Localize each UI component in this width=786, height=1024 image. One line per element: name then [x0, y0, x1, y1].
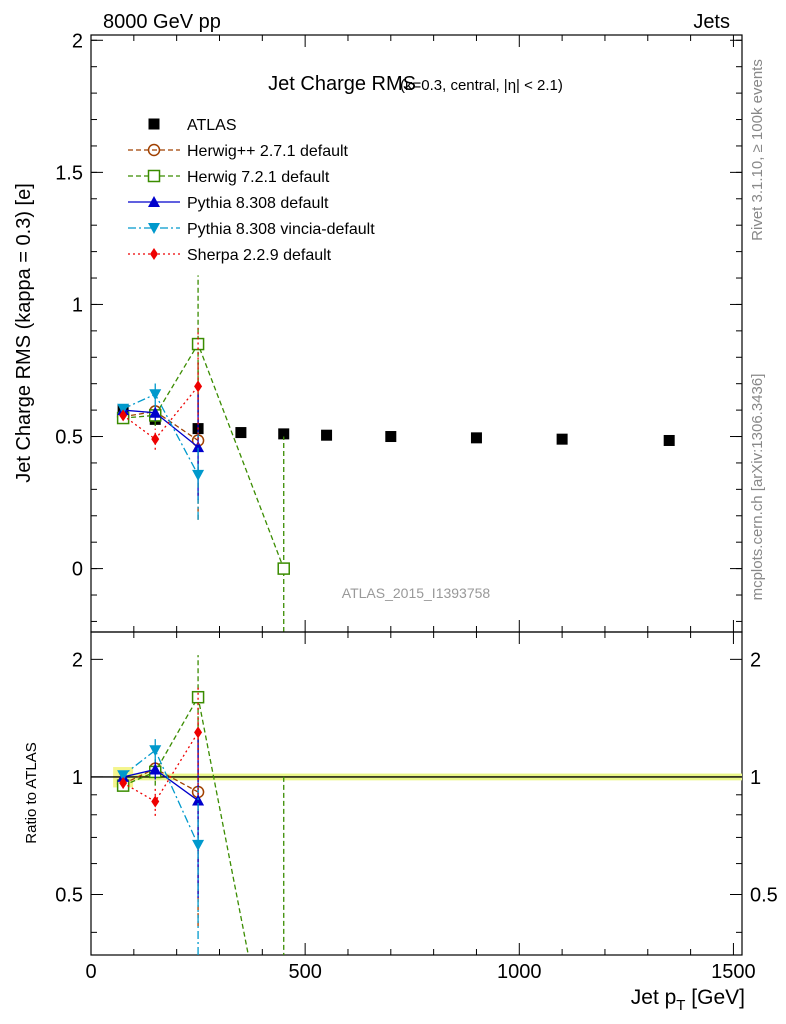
- y-tick-label: 0.5: [55, 427, 83, 449]
- legend-entry: Pythia 8.308 vincia-default: [187, 221, 375, 238]
- ratio-data-point: [194, 726, 203, 739]
- legend-entry: Sherpa 2.2.9 default: [187, 247, 332, 264]
- series-atlas: [117, 404, 675, 446]
- data-point: [151, 433, 160, 446]
- legend-entry: ATLAS: [187, 117, 237, 134]
- legend-entry: Pythia 8.308 default: [187, 195, 329, 212]
- data-point: [149, 389, 162, 401]
- legend-marker: [148, 196, 160, 207]
- x-tick-label: 1000: [497, 961, 542, 983]
- ratio-data-point: [119, 776, 128, 789]
- ratio-series-line: [122, 749, 199, 846]
- ratio-y-axis-label: Ratio to ATLAS: [23, 742, 40, 843]
- chart-title: Jet Charge RMS: [268, 73, 416, 95]
- ratio-data-point: [117, 770, 130, 782]
- ratio-y-tick-label: 2: [72, 649, 83, 671]
- legend-marker: [148, 223, 160, 234]
- ratio-data-point: [149, 763, 162, 775]
- legend-marker: [147, 169, 161, 183]
- ratio-y-tick-label: 1: [72, 767, 83, 789]
- y-tick-label: 1.5: [55, 162, 83, 184]
- analysis-label: ATLAS_2015_I1393758: [342, 585, 491, 601]
- series-pythia-8-308-vincia-default: [117, 381, 205, 520]
- series-sherpa-2-2-9-default: [119, 328, 203, 450]
- series-pythia-8-308-default: [117, 394, 205, 500]
- x-tick-label: 1500: [711, 961, 756, 983]
- ratio-data-point: [192, 839, 205, 851]
- source-label: mcplots.cern.ch [arXiv:1306.3436]: [749, 374, 766, 601]
- data-point: [470, 432, 482, 444]
- data-point: [321, 429, 333, 441]
- data-point: [194, 380, 203, 393]
- y-tick-label: 0: [72, 559, 83, 581]
- series-line: [122, 385, 199, 441]
- legend-entry: Herwig 7.2.1 default: [187, 169, 330, 186]
- ratio-y-tick-label-right: 1: [750, 767, 761, 789]
- data-point: [385, 431, 397, 443]
- legend-marker: [150, 248, 158, 260]
- ratio-series-sherpa-2-2-9-default: [119, 686, 203, 816]
- series-line: [123, 342, 285, 569]
- data-point: [278, 428, 290, 440]
- ratio-series-line: [122, 732, 199, 803]
- data-point: [235, 427, 247, 439]
- x-tick-label: 500: [288, 961, 321, 983]
- rivet-label: Rivet 3.1.10, ≥ 100k events: [749, 59, 766, 241]
- legend: ATLAS Herwig++ 2.7.1 default Herwig 7.2.1 …: [128, 117, 375, 264]
- y-tick-label: 1: [72, 294, 83, 316]
- category-label: Jets: [693, 11, 730, 33]
- ratio-y-tick-label-right: 2: [750, 649, 761, 671]
- data-point: [277, 562, 290, 575]
- data-point: [149, 406, 162, 418]
- ratio-data-point: [149, 745, 162, 757]
- data-point: [117, 403, 130, 415]
- ratio-series-pythia-8-308-vincia-default: [117, 739, 205, 955]
- data-point: [192, 441, 205, 453]
- ratio-plot-panel: Ratio to ATLAS Jet pT [GeV] 0.5 0.5 1 1 2 2 0 5…: [23, 631, 778, 1014]
- x-tick-label: 0: [85, 961, 96, 983]
- chart-subtitle: (κ=0.3, central, |η| < 2.1): [400, 77, 563, 94]
- ratio-y-tick-label: 0.5: [55, 885, 83, 907]
- data-point: [119, 409, 128, 422]
- ratio-series-line: [122, 695, 249, 956]
- y-axis-label: Jet Charge RMS (kappa = 0.3) [e]: [13, 183, 35, 483]
- y-tick-label: 2: [72, 30, 83, 52]
- legend-marker: [147, 143, 161, 157]
- ratio-y-tick-label-right: 0.5: [750, 885, 778, 907]
- x-axis-label: Jet pT [GeV]: [631, 986, 745, 1014]
- series-herwig-7-2-1-default: [116, 275, 290, 632]
- ratio-data-point: [151, 795, 160, 808]
- main-plot-panel: Jet Charge RMS (κ=0.3, central, |η| < 2.…: [13, 30, 743, 633]
- ratio-data-point: [192, 794, 205, 806]
- ratio-plot-frame: [90, 631, 743, 956]
- legend-marker: [148, 118, 160, 130]
- data-point: [663, 434, 675, 446]
- legend-entry: Herwig++ 2.7.1 default: [187, 143, 349, 160]
- energy-label: 8000 GeV pp: [103, 11, 221, 33]
- data-point: [192, 469, 205, 481]
- ratio-data-point: [191, 690, 205, 704]
- data-point: [556, 433, 568, 445]
- ratio-series-herwig-2-7-1-default: [116, 718, 205, 927]
